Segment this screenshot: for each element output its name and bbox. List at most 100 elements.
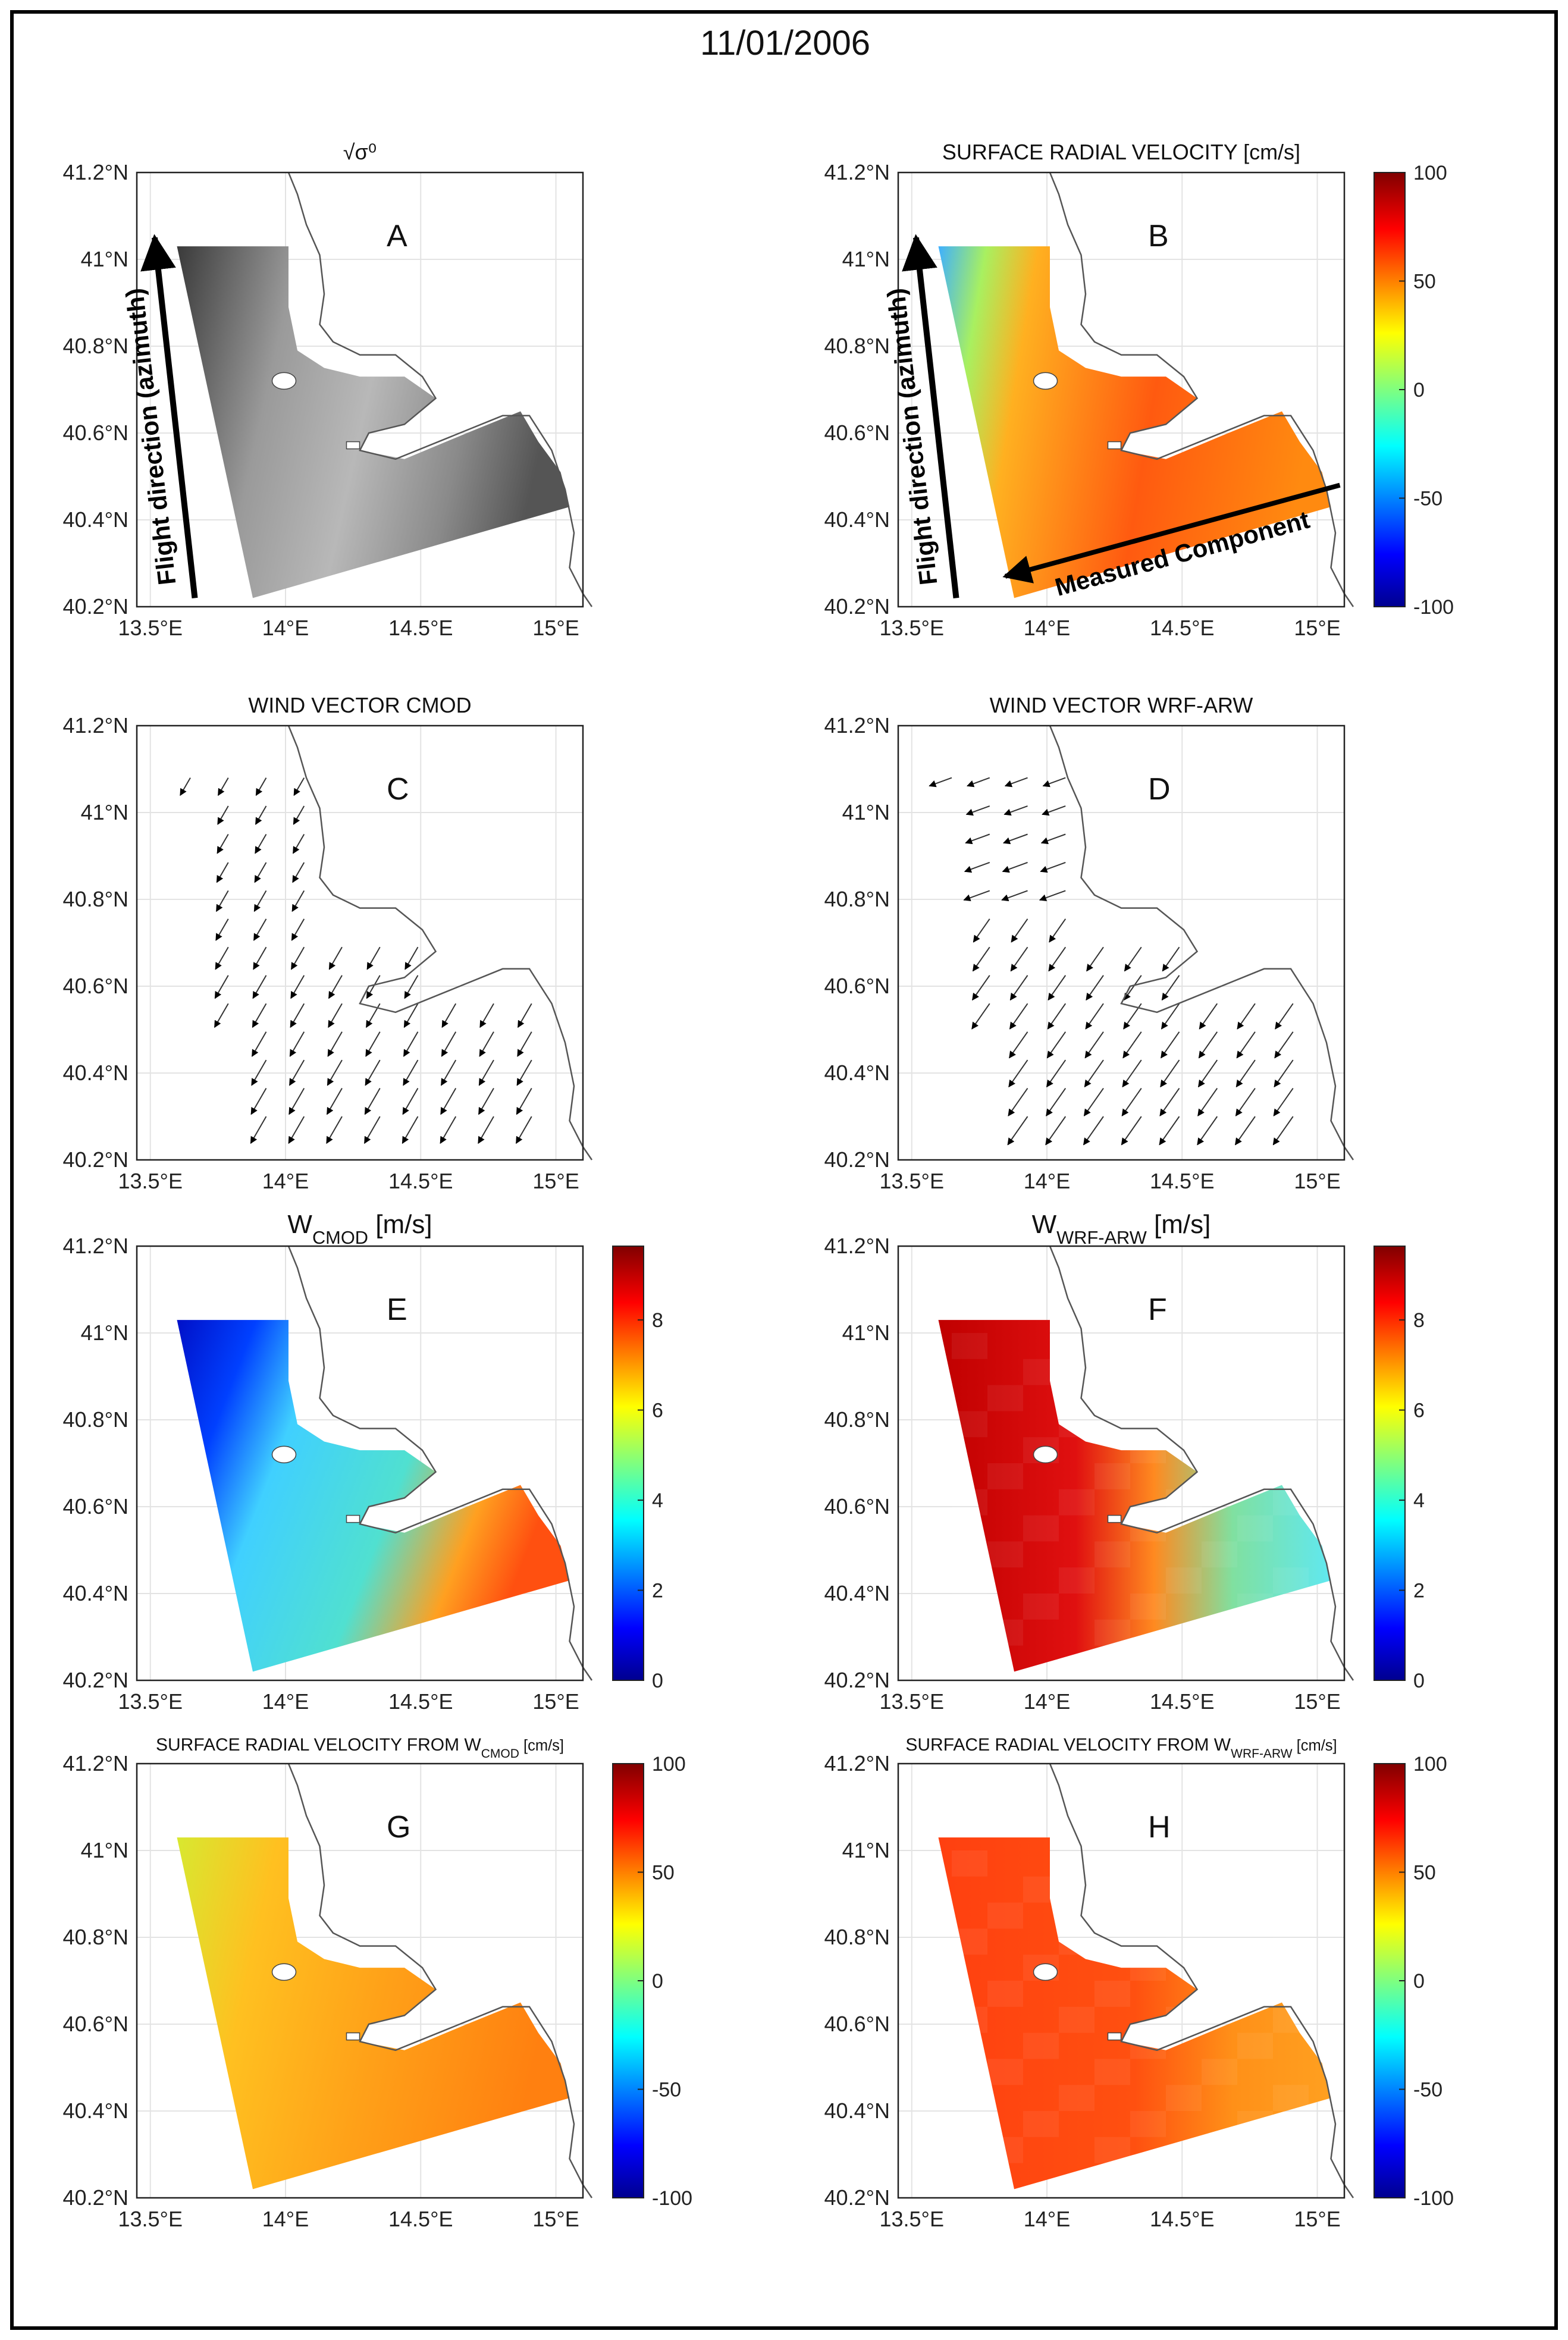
grid-cell <box>1273 2085 1309 2111</box>
wind-vector <box>971 1003 990 1030</box>
y-tick-label: 41°N <box>842 247 890 271</box>
grid-cell <box>1166 1411 1202 1438</box>
y-tick-label: 41.2°N <box>63 160 128 184</box>
x-tick-label: 14°E <box>1024 1169 1070 1193</box>
wind-vector <box>363 1116 381 1144</box>
x-tick-label: 13.5°E <box>118 1689 182 1714</box>
wind-vector <box>1122 1059 1142 1088</box>
wind-vector <box>929 777 952 788</box>
wind-vector <box>290 975 305 999</box>
wind-vector <box>1002 862 1028 873</box>
wind-vector <box>1009 1003 1028 1030</box>
grid-cell <box>1059 1567 1095 1594</box>
wind-vector <box>440 1059 457 1086</box>
grid-cell <box>1202 1385 1237 1411</box>
coastline <box>1049 1763 1354 2198</box>
wind-vector <box>326 1088 343 1115</box>
wind-vector <box>288 1059 305 1086</box>
wind-vector <box>251 1059 267 1086</box>
colorbar-label: 50 <box>1413 1862 1436 1884</box>
grid-cell <box>952 1489 987 1516</box>
x-tick-label: 14°E <box>1024 616 1070 640</box>
x-tick-label: 14.5°E <box>388 2207 453 2231</box>
panel-letter: E <box>387 1293 407 1327</box>
wind-vector <box>1084 1031 1104 1059</box>
wind-vector <box>972 946 990 972</box>
wind-vector <box>365 1031 381 1057</box>
data-field <box>938 246 1331 598</box>
wind-vector <box>255 834 267 854</box>
wind-vector <box>366 975 381 999</box>
wind-vector <box>440 1088 457 1115</box>
wind-vector <box>478 1059 494 1086</box>
grid-cell <box>1130 1876 1166 1903</box>
wind-vector <box>252 1003 267 1028</box>
wind-vector <box>328 946 343 970</box>
grid-cell <box>987 1463 1023 1489</box>
wind-vector <box>328 975 343 999</box>
wind-vector <box>1159 1116 1180 1146</box>
grid-cell <box>1059 1411 1095 1438</box>
colorbar-label: 100 <box>652 1753 686 1776</box>
wind-vector <box>973 918 990 943</box>
wind-vector <box>1001 890 1028 902</box>
y-tick-label: 40.2°N <box>824 594 890 619</box>
axes-box <box>136 1762 584 2199</box>
coastline <box>287 172 593 607</box>
grid-cell <box>1130 1437 1166 1463</box>
wind-vector <box>1040 862 1066 873</box>
wind-vector <box>1197 1116 1218 1146</box>
grid-cell <box>1202 1981 1237 2007</box>
y-tick-label: 41.2°N <box>824 1751 890 1776</box>
wind-vector <box>1049 918 1067 943</box>
x-tick-label: 14.5°E <box>1150 616 1214 640</box>
y-tick-label: 40.8°N <box>824 334 890 358</box>
wind-vector <box>1121 1116 1142 1146</box>
y-tick-label: 40.6°N <box>824 421 890 445</box>
coastline <box>1049 172 1354 607</box>
panel-title: WWRF-ARW [m/s] <box>1032 1210 1211 1248</box>
y-tick-label: 40.4°N <box>63 2099 128 2123</box>
colorbar-label: 0 <box>652 1670 663 1692</box>
wind-vector <box>517 1031 532 1057</box>
wind-vector <box>403 1031 419 1057</box>
x-tick-label: 13.5°E <box>879 1689 943 1714</box>
panel-letter: F <box>1148 1293 1167 1327</box>
y-tick-label: 40.6°N <box>63 2012 128 2036</box>
wind-vector <box>215 890 229 912</box>
colorbar-label: 0 <box>652 1970 663 1993</box>
wind-vector <box>479 1031 494 1057</box>
y-tick-label: 40.2°N <box>824 2185 890 2210</box>
y-tick-label: 41.2°N <box>63 1234 128 1258</box>
grid-cell <box>987 2137 1023 2163</box>
wind-vector <box>217 834 229 854</box>
axes-box <box>897 1762 1346 2199</box>
grid-cell <box>1023 1359 1059 1385</box>
x-tick-label: 13.5°E <box>118 616 182 640</box>
colorbar-label: 8 <box>652 1309 663 1332</box>
wind-vector <box>215 918 229 941</box>
wind-vector <box>288 1088 305 1115</box>
panels: 13.5°E 14°E 14.5°E 15°E40.2°N40.4°N40.6°N40… <box>63 140 1454 2231</box>
wind-vector <box>1083 1087 1104 1116</box>
grid-cell <box>1095 1385 1130 1411</box>
grid-cell <box>1166 2085 1202 2111</box>
wind-vector <box>250 1116 267 1144</box>
wind-vector <box>1197 1059 1218 1088</box>
wind-vector <box>214 1003 229 1028</box>
y-tick-label: 40.4°N <box>63 1061 128 1085</box>
y-tick-label: 40.6°N <box>63 1494 128 1519</box>
panel-title: SURFACE RADIAL VELOCITY FROM WWRF-ARW [c… <box>905 1735 1337 1761</box>
y-tick-label: 40.8°N <box>63 1407 128 1432</box>
wind-vector <box>289 1031 305 1057</box>
y-tick-label: 40.2°N <box>63 594 128 619</box>
y-tick-label: 40.8°N <box>63 887 128 911</box>
panel-letter: B <box>1148 219 1169 253</box>
grid-cell <box>952 1567 987 1594</box>
wind-vector <box>1235 1087 1256 1116</box>
wind-vector <box>214 975 229 999</box>
wind-vector <box>404 946 419 970</box>
y-tick-label: 40.2°N <box>63 1147 128 1172</box>
y-tick-label: 41°N <box>842 800 890 824</box>
wind-vector <box>1234 1116 1256 1146</box>
